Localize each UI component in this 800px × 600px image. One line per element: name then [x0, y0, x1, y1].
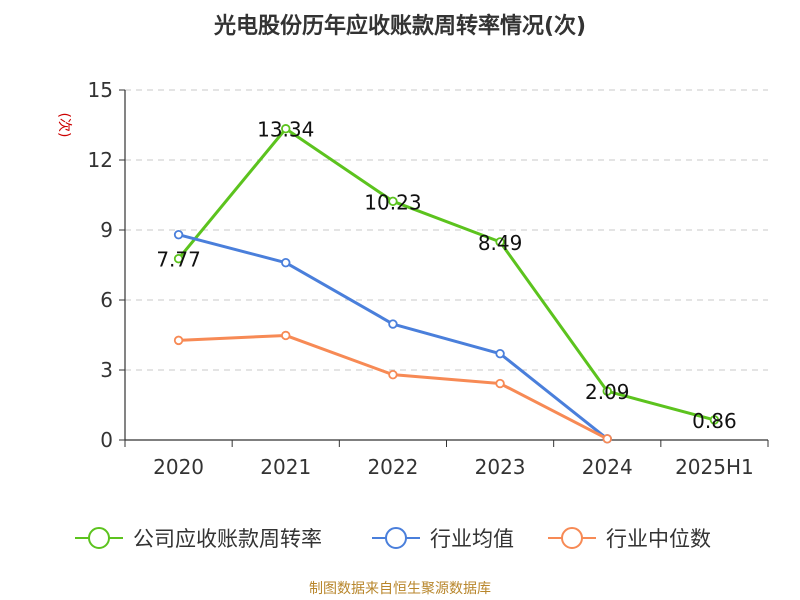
data-label: 0.86 [692, 409, 737, 433]
data-point [495, 348, 505, 359]
legend-label: 行业中位数 [606, 527, 711, 551]
data-label: 8.49 [478, 231, 523, 255]
y-tick-label: 3 [100, 358, 113, 382]
data-point [388, 319, 398, 329]
legend-label: 行业均值 [430, 527, 514, 551]
y-axis-label: (次) [56, 113, 72, 138]
y-tick-label: 9 [100, 218, 113, 242]
chart-title: 光电股份历年应收账款周转率情况(次) [213, 14, 587, 39]
data-point [709, 415, 720, 425]
y-tick-label: 6 [100, 288, 113, 312]
data-point [173, 229, 184, 240]
data-label: 7.77 [156, 248, 201, 272]
series-line [177, 127, 715, 422]
y-tick-label: 0 [100, 428, 113, 452]
axes: 0 3 6 9 12 15 2020 2021 2022 2023 2024 2025H1 (次) [56, 78, 769, 479]
data-labels: 7.77 13.34 10.23 8.49 2.09 0.86 [156, 118, 736, 433]
data-point [388, 196, 398, 206]
source-note: 制图数据来自恒生聚源数据库 [309, 581, 491, 597]
data-point [388, 369, 398, 380]
x-tick-label: 2023 [475, 455, 526, 479]
x-tick-label: 2025H1 [675, 455, 754, 479]
data-point [281, 257, 291, 268]
data-point [173, 335, 184, 346]
data-point [495, 237, 505, 247]
x-tick-label: 2022 [367, 455, 418, 479]
x-tick-label: 2021 [260, 455, 311, 479]
x-tick-label: 2024 [582, 455, 633, 479]
y-tick-label: 15 [88, 78, 113, 102]
legend: 公司应收账款周转率 行业均值 行业中位数 [75, 527, 711, 551]
legend-marker [88, 527, 110, 549]
data-point [495, 378, 505, 389]
data-point [602, 434, 612, 444]
data-point [281, 124, 291, 134]
data-point [602, 386, 612, 396]
data-label: 13.34 [257, 118, 314, 142]
legend-label: 公司应收账款周转率 [133, 527, 322, 551]
y-tick-label: 12 [88, 148, 113, 172]
series-lines [173, 124, 720, 444]
data-label: 2.09 [585, 380, 630, 404]
data-point [281, 330, 291, 341]
x-tick-label: 2020 [153, 455, 204, 479]
legend-marker [561, 527, 583, 549]
data-point [173, 254, 184, 264]
data-label: 10.23 [364, 190, 421, 214]
legend-marker [385, 527, 407, 549]
grid-lines [125, 89, 768, 371]
